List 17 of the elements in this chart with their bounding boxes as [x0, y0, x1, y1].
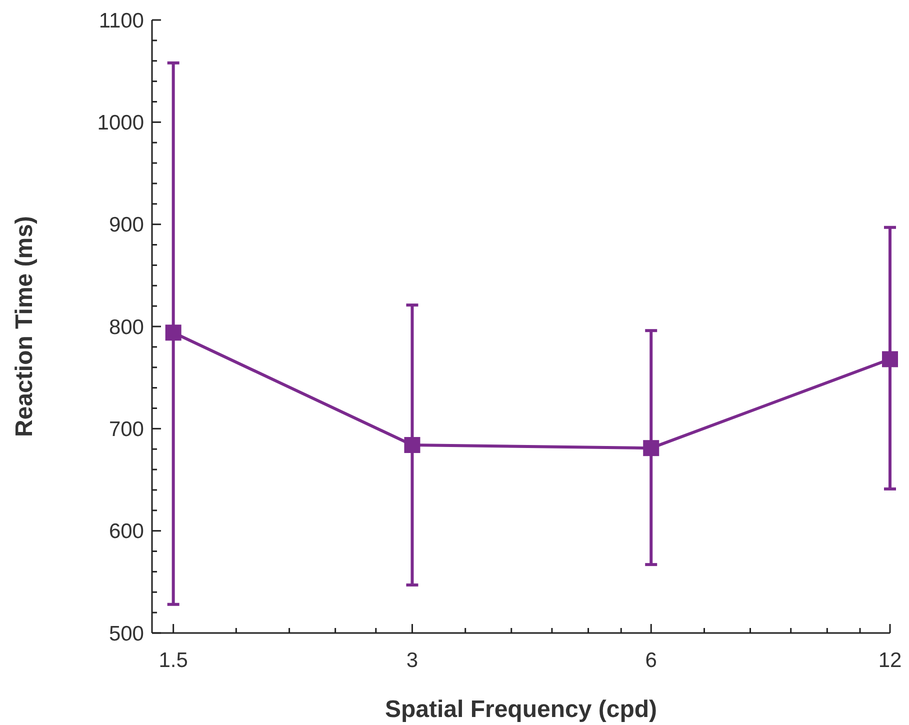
y-tick-label: 700	[108, 418, 144, 442]
y-tick-label: 900	[108, 214, 144, 237]
point	[643, 440, 660, 456]
point	[882, 351, 898, 368]
x-tick-label: 1.5	[158, 649, 188, 672]
point	[404, 437, 420, 454]
x-tick-label: 3	[406, 649, 418, 672]
y-tick-label: 800	[108, 316, 144, 339]
x-axis-title: Spatial Frequency (cpd)	[384, 696, 658, 723]
x-tick-label: 6	[645, 649, 657, 672]
y-tick-label: 500	[108, 622, 144, 646]
y-tick-label: 600	[108, 520, 144, 544]
x-tick-label: 12	[878, 649, 902, 672]
y-axis-title: Reaction Time (ms)	[11, 216, 38, 437]
point	[165, 324, 182, 341]
y-tick-label: 1000	[97, 112, 144, 135]
y-tick-label: 1100	[98, 9, 144, 32]
